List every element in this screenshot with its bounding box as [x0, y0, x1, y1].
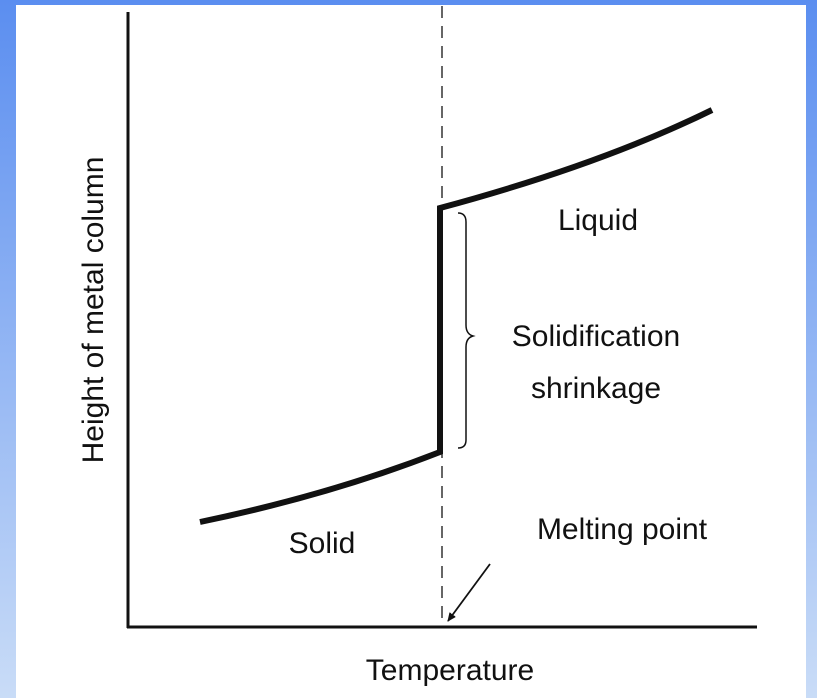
panel	[16, 5, 806, 698]
annotation: Melting point	[537, 513, 708, 546]
annotation: shrinkage	[531, 372, 661, 405]
x-axis-label: Temperature	[366, 654, 534, 687]
region-label: Liquid	[558, 204, 638, 237]
arrow	[447, 563, 491, 622]
annotation: Solidification	[512, 320, 680, 353]
region-label: Solid	[289, 527, 356, 560]
brace	[457, 212, 476, 449]
y-axis-label: Height of metal column	[77, 157, 110, 464]
curve	[199, 107, 714, 525]
